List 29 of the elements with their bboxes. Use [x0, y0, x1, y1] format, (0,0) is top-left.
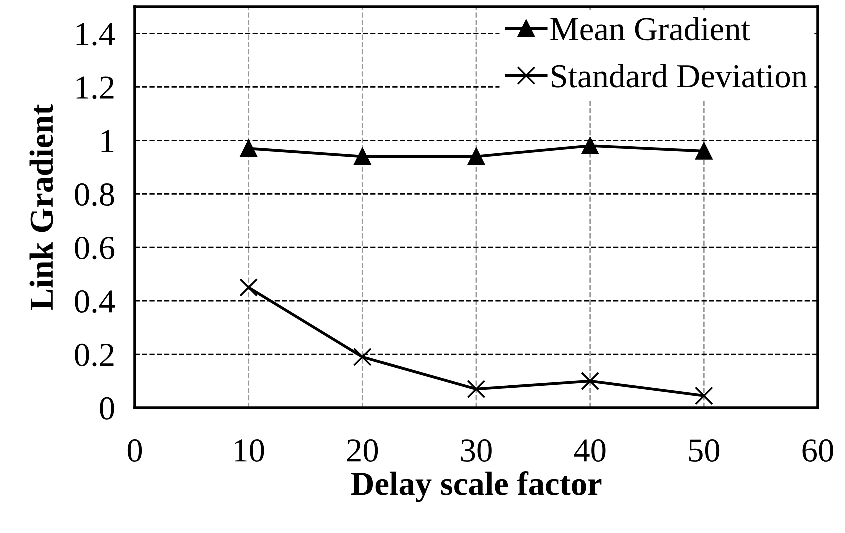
y-tick-label: 1: [102, 130, 114, 152]
y-tick-label: 1.2: [76, 76, 114, 100]
point: [582, 137, 599, 155]
x-tick-label: 40: [574, 440, 606, 462]
point: [467, 380, 486, 399]
point: [696, 142, 713, 160]
x-axis-title: Delay scale factor: [351, 472, 602, 502]
y-axis-title: Link Gradient: [30, 104, 54, 310]
x-tick-label: 20: [347, 440, 378, 462]
y-tick-label: 0.8: [75, 184, 114, 206]
point: [694, 386, 714, 406]
x-tick-label: 60: [802, 440, 834, 462]
point: [240, 278, 258, 297]
y-tick-label: 0.2: [75, 344, 114, 367]
point: [354, 148, 372, 166]
point: [468, 148, 486, 166]
y-tick-label: 0: [100, 397, 114, 420]
legend-label: Mean Gradient: [550, 17, 750, 41]
point: [581, 372, 600, 391]
x-tick-label: 0: [128, 440, 142, 462]
y-tick-label: 1.4: [76, 23, 116, 46]
point: [240, 140, 258, 158]
x-tick-label: 50: [689, 440, 720, 462]
y-tick-label: 0.4: [75, 290, 116, 314]
legend-label: Standard Deviation: [552, 64, 808, 88]
point: [353, 348, 372, 366]
x-tick-label: 10: [235, 440, 264, 462]
x-tick-label: 30: [461, 440, 492, 462]
y-tick-label: 0.6: [75, 237, 115, 260]
